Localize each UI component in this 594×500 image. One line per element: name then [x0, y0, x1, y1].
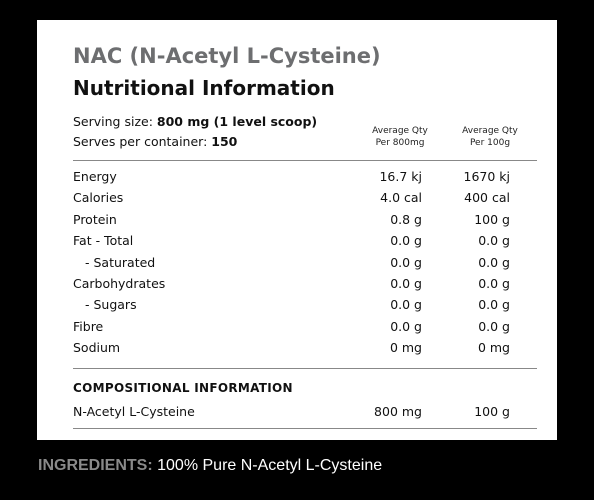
row-label: Carbohydrates: [73, 276, 166, 291]
row-label: Energy: [73, 169, 117, 184]
row-value: 0.0 g: [390, 276, 422, 291]
row-value: 0.0 g: [478, 297, 510, 313]
row-value: 1670 kj: [463, 169, 511, 184]
label-panel: NAC (N-Acetyl L-Cysteine) Nutritional In…: [37, 20, 557, 440]
row-value: 0.8 g: [390, 211, 422, 227]
row-label: - Saturated: [85, 254, 156, 270]
row-label: N-Acetyl L-Cysteine: [73, 404, 195, 419]
row-value: 0.0 g: [478, 276, 510, 291]
row-value: 0.0 g: [478, 254, 510, 270]
row-label: Calories: [73, 190, 124, 206]
row-value: 100 g: [474, 211, 510, 227]
label: Serving size:: [73, 114, 153, 129]
column-header: Average Qty Per 800mg: [355, 125, 445, 149]
row-label: - Sugars: [85, 297, 137, 313]
divider: [73, 160, 537, 161]
text: Per 100g: [469, 138, 511, 148]
label: Serves per container:: [73, 134, 208, 149]
section-title: Nutritional Information: [73, 76, 335, 100]
text: 100% Pure N-Acetyl L-Cysteine: [157, 457, 383, 474]
serves-per-container: Serves per container: 150: [73, 134, 237, 149]
row-value: 0 mg: [389, 340, 422, 356]
label: INGREDIENTS:: [38, 457, 153, 474]
row-value: 4.0 cal: [380, 190, 422, 206]
row-label: Sodium: [73, 340, 121, 356]
composition-title: COMPOSITIONAL INFORMATION: [73, 381, 293, 395]
text: Average Qty: [462, 126, 518, 136]
text: Per 800mg: [375, 138, 425, 148]
row-value: 100 g: [474, 404, 510, 419]
row-value: 800 mg: [374, 404, 422, 419]
row-value: 0.0 g: [390, 233, 422, 249]
serving-size: Serving size: 800 mg (1 level scoop): [73, 114, 317, 129]
row-label: Fat - Total: [73, 233, 134, 249]
column-header: Average Qty Per 100g: [445, 125, 535, 149]
row-label: Fibre: [73, 318, 104, 334]
divider: [73, 428, 537, 429]
row-value: 16.7 kj: [379, 169, 422, 184]
ingredients: INGREDIENTS: 100% Pure N-Acetyl L-Cystei…: [38, 457, 382, 475]
row-value: 0 mg: [477, 340, 510, 356]
row-value: 0.0 g: [478, 318, 510, 334]
text: Average Qty: [372, 126, 428, 136]
row-label: Protein: [73, 211, 117, 227]
row-value: 0.0 g: [390, 254, 422, 270]
row-value: 0.0 g: [390, 318, 422, 334]
divider: [73, 368, 537, 369]
product-title: NAC (N-Acetyl L-Cysteine): [73, 44, 381, 68]
value: 800 mg (1 level scoop): [156, 114, 318, 129]
row-value: 0.0 g: [390, 297, 422, 313]
row-value: 0.0 g: [478, 233, 510, 249]
row-value: 400 cal: [464, 190, 510, 206]
value: 150: [211, 134, 238, 149]
